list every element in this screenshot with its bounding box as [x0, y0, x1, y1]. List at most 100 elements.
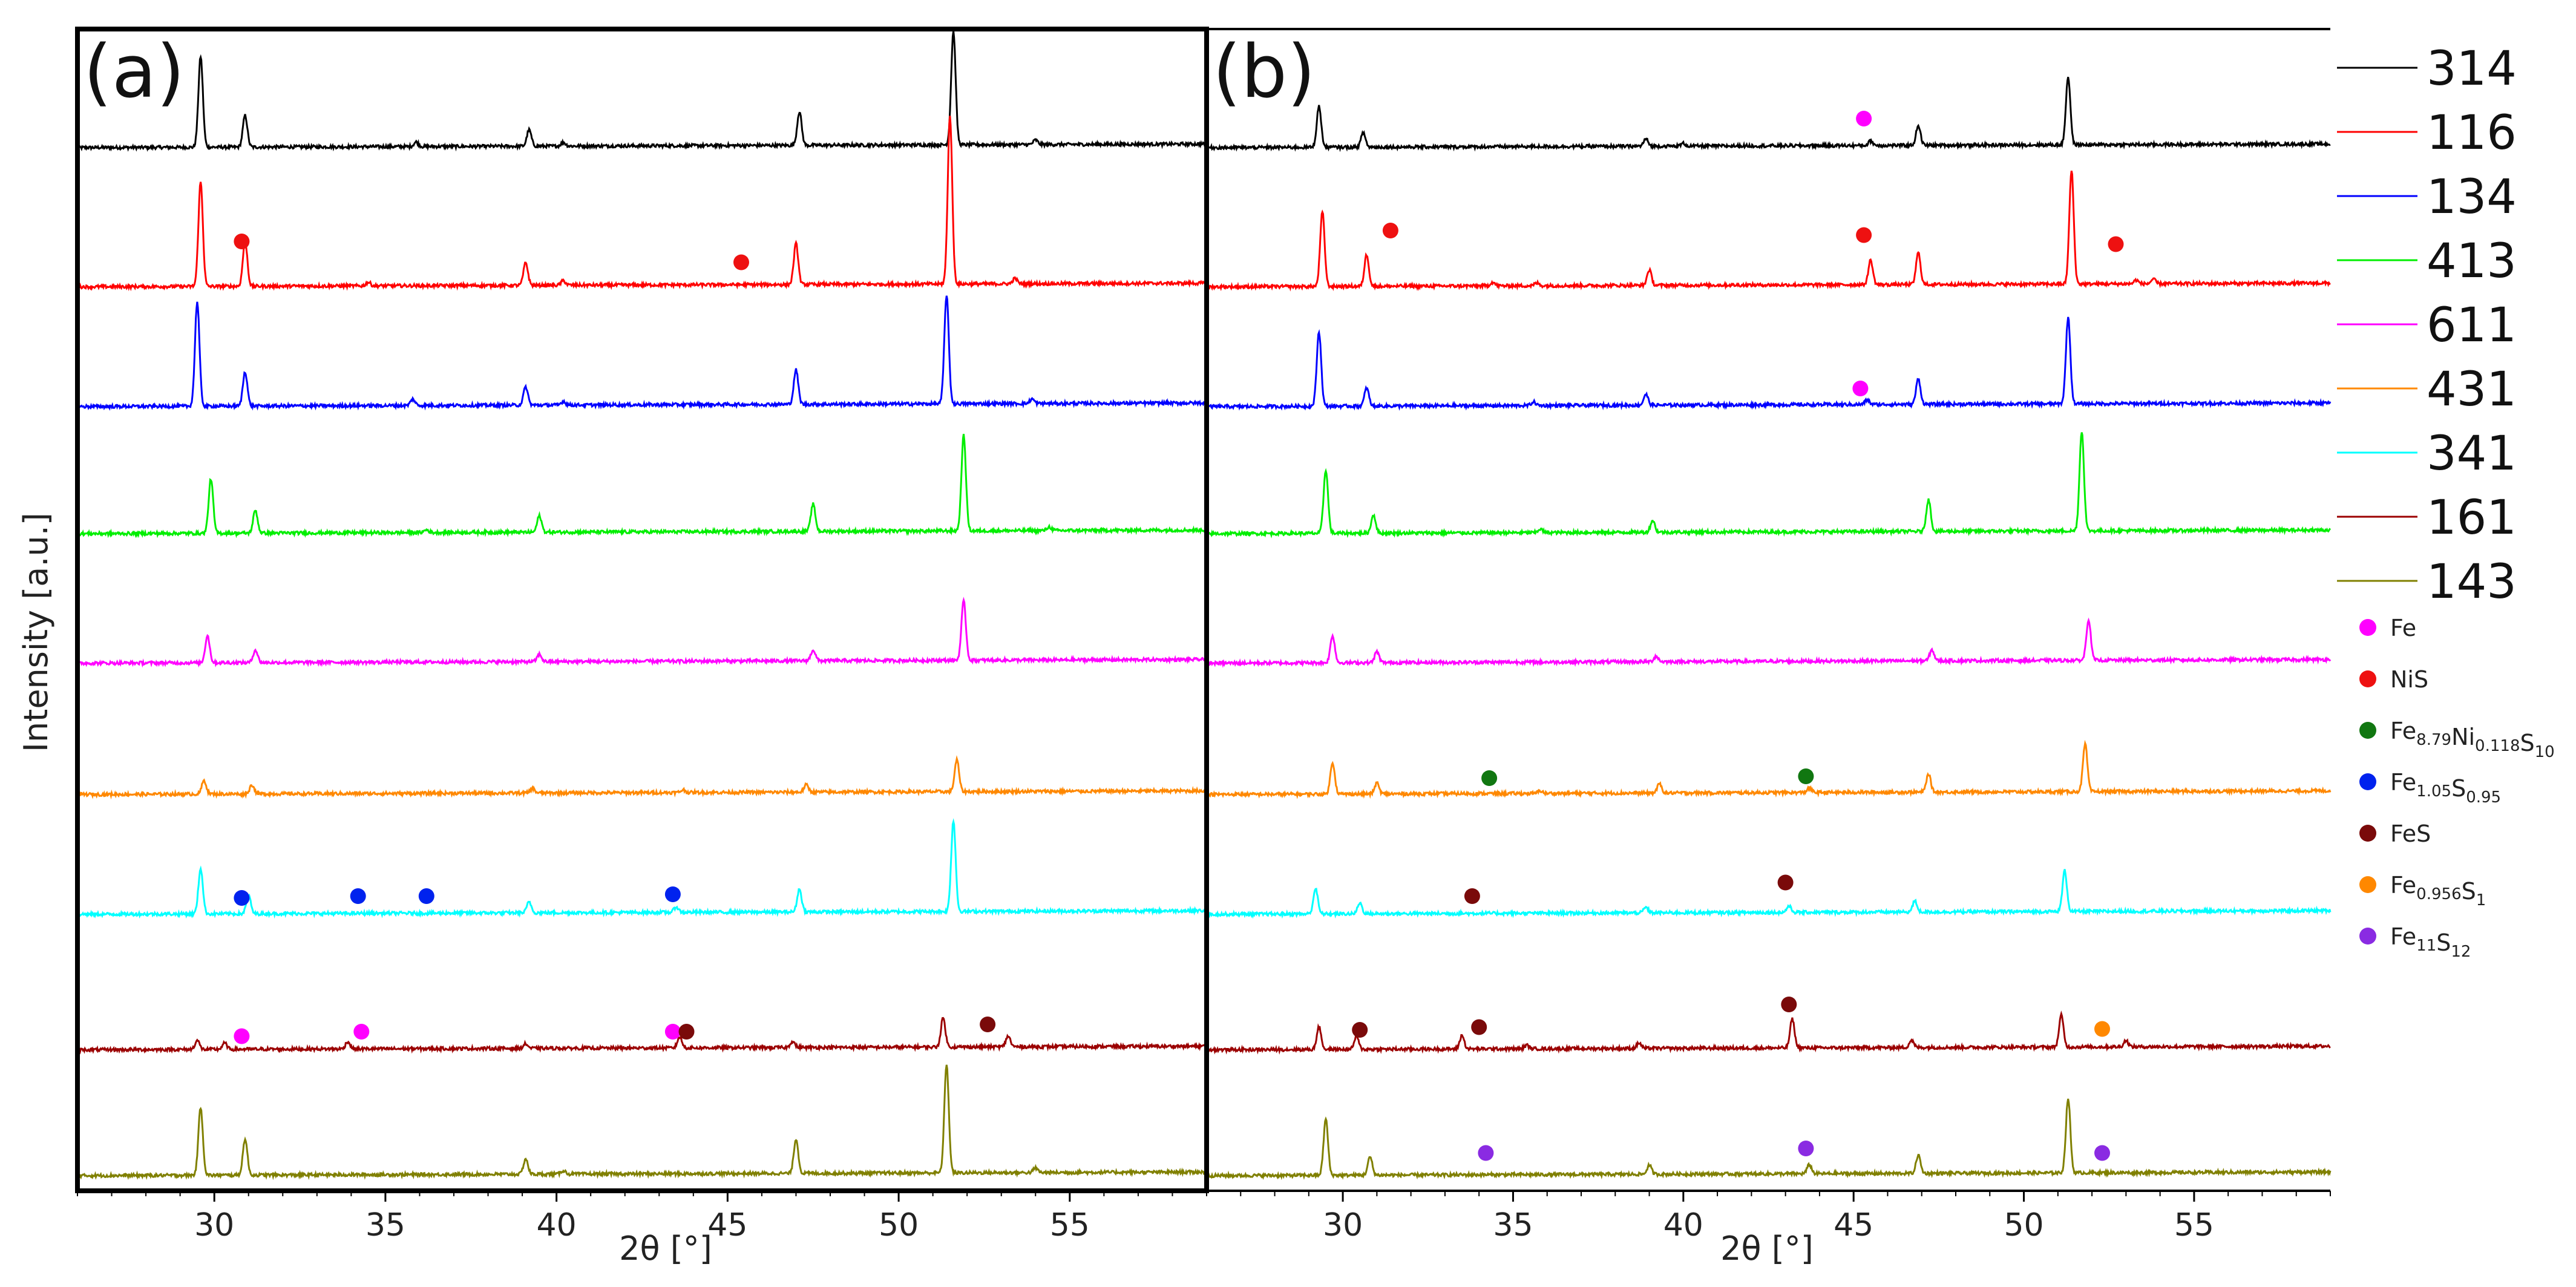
x-axis-title-b: 2θ [°]	[1720, 1230, 1814, 1268]
phase-marker-fes	[1471, 1019, 1487, 1035]
series-314-b	[1205, 76, 2331, 152]
series-413-b	[1206, 432, 2332, 539]
phase-marker-fe8-79ni0-118s10	[1481, 770, 1498, 786]
legend-label: 413	[2427, 234, 2517, 289]
phase-label: Fe0.956S1	[2390, 872, 2486, 909]
legend-item-161: 161	[2337, 491, 2517, 545]
xrd-trace	[1206, 617, 2332, 668]
x-tick-label: 45	[1834, 1207, 1873, 1243]
series-413-a	[76, 433, 1207, 539]
xrd-trace	[76, 755, 1208, 800]
xrd-trace	[76, 295, 1207, 411]
xrd-trace	[1205, 1098, 2332, 1181]
phase-marker-fe	[1852, 381, 1869, 396]
phase-marker-fe1-05s0-95	[350, 888, 366, 904]
series-161-a	[76, 1017, 1207, 1055]
legend-item-116: 116	[2337, 106, 2517, 160]
phase-marker-fes	[678, 1024, 695, 1040]
xrd-trace	[77, 818, 1208, 919]
xrd-trace	[1205, 76, 2331, 152]
series-116-b	[1206, 171, 2331, 292]
phase-marker-nis	[733, 254, 749, 270]
panel-label-b: (b)	[1213, 30, 1316, 114]
series-143-b	[1205, 1098, 2332, 1181]
legend-item-314: 314	[2337, 42, 2517, 96]
panel-a-frame	[75, 27, 1209, 1193]
phase-marker-fe11s12	[1478, 1145, 1494, 1161]
legend-item-341: 341	[2337, 427, 2517, 481]
phase-marker-fes	[1781, 997, 1797, 1012]
x-tick-label: 30	[194, 1207, 234, 1243]
phase-marker-fe	[234, 1028, 250, 1044]
phase-label: Fe11S12	[2390, 923, 2471, 961]
x-tick-label: 40	[1663, 1207, 1703, 1243]
phase-marker-fes	[1777, 874, 1794, 891]
phase-marker-nis	[1382, 223, 1398, 238]
x-tick-label: 50	[879, 1207, 919, 1243]
x-tick-label: 35	[1493, 1207, 1533, 1243]
xrd-trace	[1205, 316, 2332, 411]
legend-item-431: 431	[2337, 362, 2517, 417]
phase-marker-fe11s12	[2094, 1145, 2110, 1161]
series-134-b	[1205, 316, 2332, 411]
legend-item-611: 611	[2337, 298, 2517, 353]
phase-marker-nis	[234, 234, 250, 249]
xrd-trace	[1206, 432, 2332, 539]
legend-item-143: 143	[2337, 555, 2517, 609]
phase-legend-item-fe: Fe	[2359, 615, 2416, 641]
phase-dot	[2359, 619, 2376, 636]
x-axis-title-a: 2θ [°]	[619, 1230, 712, 1268]
series-431-b	[1205, 739, 2332, 799]
x-tick-label: 35	[365, 1207, 405, 1243]
phase-label: NiS	[2390, 666, 2428, 693]
xrd-trace	[76, 1064, 1208, 1181]
legend-label: 431	[2427, 362, 2517, 417]
phase-marker-fe	[664, 1024, 681, 1040]
phase-dot	[2359, 876, 2376, 893]
phase-legend-item-fe8-79ni0-118s10: Fe8.79Ni0.118S10	[2359, 718, 2555, 761]
phase-marker-fes	[1464, 888, 1480, 904]
phase-label: Fe	[2390, 615, 2416, 641]
phase-legend-item-fe1-05s0-95: Fe1.05S0.95	[2359, 769, 2501, 807]
x-tick-label: 30	[1323, 1207, 1363, 1243]
phase-legend-item-nis: NiS	[2359, 666, 2428, 693]
phase-marker-fe0-956s1	[2094, 1021, 2110, 1037]
panel-a	[76, 31, 1208, 1181]
legend-item-413: 413	[2337, 234, 2517, 289]
phase-dot	[2359, 928, 2376, 945]
phase-marker-fe1-05s0-95	[234, 890, 250, 906]
phase-marker-nis	[1856, 227, 1872, 243]
legend-label: 134	[2427, 170, 2517, 224]
panels-layer	[76, 31, 2332, 1181]
phase-legend-item-fe0-956s1: Fe0.956S1	[2359, 872, 2486, 909]
phase-marker-nis	[2108, 236, 2124, 252]
x-axis: 30 35 40 45 50 55 2θ [°] 30 35 40 45 50 55 2θ [°]	[77, 1191, 2331, 1268]
xrd-trace	[1205, 739, 2332, 799]
phase-marker-fe	[1856, 111, 1872, 126]
xrd-trace	[76, 31, 1207, 152]
phase-dot	[2359, 825, 2376, 842]
phase-dot	[2359, 773, 2376, 790]
series-611-b	[1206, 617, 2332, 668]
series-341-a	[77, 818, 1208, 919]
phase-marker-fe8-79ni0-118s10	[1798, 768, 1814, 784]
legend-label: 116	[2427, 106, 2517, 160]
phase-marker-fe1-05s0-95	[664, 886, 681, 902]
legend-item-134: 134	[2337, 170, 2517, 224]
phase-marker-fes	[980, 1017, 996, 1032]
series-314-a	[76, 31, 1207, 152]
series-431-a	[76, 755, 1208, 800]
phase-legend-item-fes: FeS	[2359, 820, 2431, 847]
phase-label: Fe1.05S0.95	[2390, 769, 2501, 807]
frame-layer: (a) (b)	[75, 27, 2330, 1193]
legend-label: 611	[2427, 298, 2517, 353]
legend-label: 161	[2427, 491, 2517, 545]
legend: 314 116 134 413 611 431 341 161 143 Fe NiS Fe8.79Ni…	[2337, 42, 2555, 961]
x-tick-label: 50	[2004, 1207, 2043, 1243]
xrd-trace	[1205, 1010, 2331, 1055]
y-axis-title: Intensity [a.u.]	[17, 513, 55, 752]
xrd-trace	[1206, 869, 2332, 919]
series-611-a	[77, 597, 1208, 668]
phase-dot	[2359, 670, 2376, 687]
phase-marker-fe11s12	[1798, 1141, 1814, 1156]
